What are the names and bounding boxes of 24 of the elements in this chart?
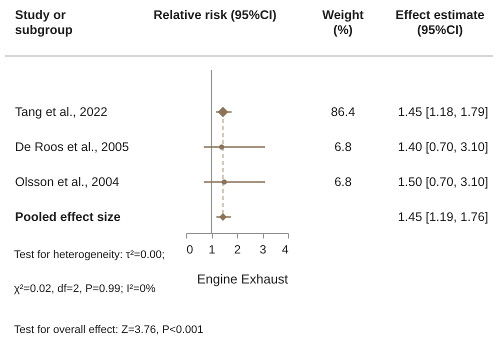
x-tick-label: 3 bbox=[260, 242, 267, 256]
text: Test for heterogeneity: τ²=0.00; bbox=[14, 249, 165, 261]
text: 1.45 [1.19, 1.76] bbox=[398, 210, 488, 224]
text: Test for overall effect: Z=3.76, P<0.001 bbox=[14, 324, 204, 336]
text: χ²=0.02, df=2, P=0.99; I²=0% bbox=[14, 283, 156, 295]
text: 6.8 bbox=[334, 140, 352, 154]
text: 1.40 [0.70, 3.10] bbox=[398, 140, 488, 154]
x-tick-label: 1 bbox=[208, 242, 216, 256]
chart-title: Relative risk (95%CI) bbox=[154, 8, 276, 22]
text: Effect estimate (95%CI) bbox=[396, 8, 484, 37]
y-tick-label: De Roos et al., 2005 bbox=[15, 140, 130, 154]
y-tick-label: Olsson et al., 2004 bbox=[15, 175, 120, 189]
text: 6.8 bbox=[334, 175, 352, 189]
text: Weight (%) bbox=[322, 8, 365, 37]
text: 1.45 [1.18, 1.79] bbox=[398, 105, 488, 119]
y-tick-label: Pooled effect size bbox=[15, 210, 121, 224]
x-tick-label: 2 bbox=[234, 242, 242, 256]
text: 1.50 [0.70, 3.10] bbox=[398, 175, 488, 189]
x-axis-title: Engine Exhaust bbox=[196, 272, 288, 286]
y-tick-label: Tang et al., 2022 bbox=[15, 105, 108, 119]
text: Study or subgroup bbox=[15, 8, 73, 37]
x-tick-label: 0 bbox=[186, 242, 194, 256]
text: 86.4 bbox=[330, 105, 356, 119]
x-tick-label: 4 bbox=[282, 242, 289, 256]
